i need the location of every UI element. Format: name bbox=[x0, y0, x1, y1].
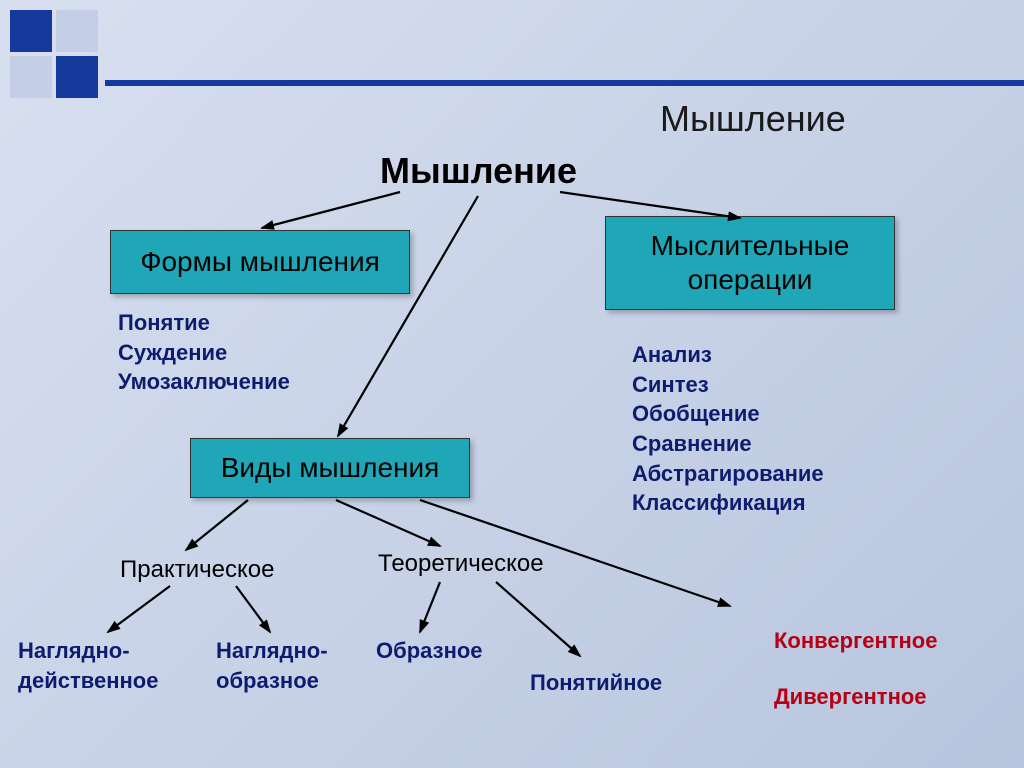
node-types: Виды мышления bbox=[190, 438, 470, 498]
node-label: Мыслительные операции bbox=[606, 229, 894, 296]
leaf-naglyadno-deistvennoe: Наглядно-действенное bbox=[18, 636, 158, 695]
decor-square bbox=[10, 56, 52, 98]
decor-square bbox=[10, 10, 52, 52]
operations-list: АнализСинтезОбобщениеСравнениеАбстрагиро… bbox=[632, 340, 824, 518]
decor-bar bbox=[105, 80, 1024, 86]
leaf-ponyatiynoe: Понятийное bbox=[530, 668, 662, 698]
decor-square bbox=[56, 56, 98, 98]
node-label: Формы мышления bbox=[140, 245, 380, 279]
slide-title: Мышление bbox=[660, 98, 846, 140]
branch-theoretical: Теоретическое bbox=[378, 548, 544, 580]
leaf-divergentnoe: Дивергентное bbox=[774, 682, 927, 712]
root-title: Мышление bbox=[380, 150, 577, 192]
branch-practical: Практическое bbox=[120, 554, 274, 586]
node-forms: Формы мышления bbox=[110, 230, 410, 294]
node-label: Виды мышления bbox=[221, 451, 440, 485]
leaf-obraznoe: Образное bbox=[376, 636, 483, 666]
leaf-naglyadno-obraznoe: Наглядно-образное bbox=[216, 636, 328, 695]
leaf-konvergentnoe: Конвергентное bbox=[774, 626, 938, 656]
forms-list: ПонятиеСуждениеУмозаключение bbox=[118, 308, 290, 397]
decor-square bbox=[56, 10, 98, 52]
node-operations: Мыслительные операции bbox=[605, 216, 895, 310]
